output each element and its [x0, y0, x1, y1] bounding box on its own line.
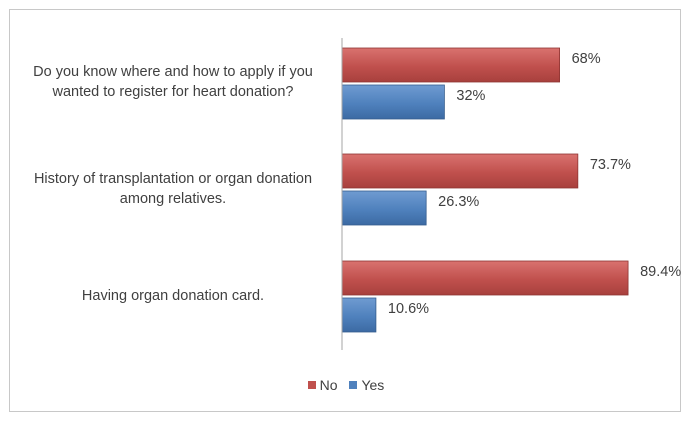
legend-swatch-yes [349, 381, 358, 389]
category-label-2: Having organ donation card. [14, 286, 332, 306]
category-label-line: Do you know where and how to apply if yo… [33, 64, 313, 80]
data-label-yes-0: 32% [456, 88, 485, 104]
chart-legend: No Yes [0, 376, 692, 393]
category-label-0: Do you know where and how to apply if yo… [14, 62, 332, 102]
category-label-line: Having organ donation card. [81, 288, 265, 304]
category-label-line: among relatives. [119, 191, 227, 207]
bar-no-2 [341, 260, 629, 296]
legend-item-no: No [307, 377, 338, 393]
legend-label-no: No [319, 377, 338, 393]
category-label-1: History of transplantation or organ dona… [14, 169, 332, 209]
bar-no-1 [341, 153, 579, 189]
bar-yes-0 [341, 84, 445, 120]
legend-label-yes: Yes [361, 377, 385, 393]
bar-no-0 [341, 47, 561, 83]
legend-swatch-no [307, 381, 316, 389]
category-label-line: History of transplantation or organ dona… [33, 171, 313, 187]
category-label-line: wanted to register for heart donation? [52, 84, 294, 100]
data-label-no-0: 68% [572, 51, 601, 67]
data-label-yes-1: 26.3% [438, 194, 479, 210]
data-label-yes-2: 10.6% [388, 301, 429, 317]
legend-item-yes: Yes [349, 377, 384, 393]
data-label-no-2: 89.4% [640, 264, 681, 280]
data-label-no-1: 73.7% [590, 157, 631, 173]
bar-yes-1 [341, 190, 427, 226]
bar-yes-2 [341, 297, 377, 333]
